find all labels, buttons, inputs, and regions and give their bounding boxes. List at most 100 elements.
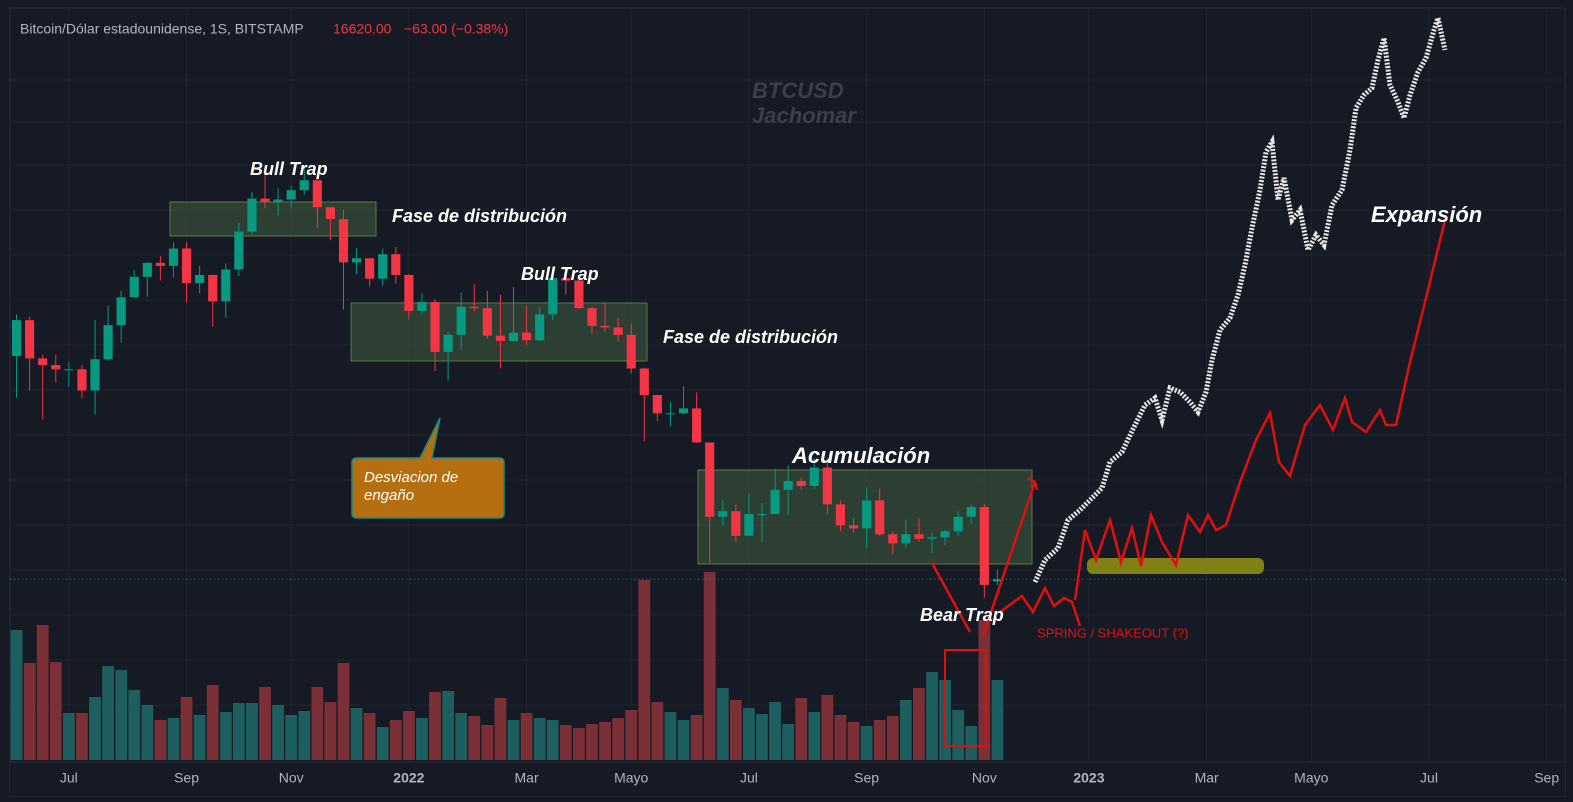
volume-bar — [102, 666, 114, 760]
candle-body — [25, 320, 35, 359]
volume-bar — [442, 691, 455, 760]
candle-body — [129, 276, 139, 298]
watermark: Jachomar — [752, 103, 857, 128]
candle-body — [168, 248, 179, 266]
x-tick-label: Nov — [972, 770, 997, 786]
candle-body — [221, 269, 231, 302]
watermark: BTCUSD — [752, 78, 844, 103]
volume-bar — [795, 698, 808, 760]
volume-bar — [952, 710, 965, 760]
candle-body — [613, 327, 623, 335]
volume-bar — [546, 720, 559, 760]
x-tick-label: Jul — [60, 770, 78, 786]
candle-body — [966, 507, 976, 517]
candle-body — [783, 480, 793, 490]
time-axis — [10, 762, 1565, 796]
volume-bar — [625, 710, 638, 760]
candle-body — [574, 280, 584, 309]
volume-bar — [769, 702, 781, 760]
annotation: Bull Trap — [521, 264, 599, 284]
candle-body — [809, 467, 819, 487]
candle-body — [77, 369, 87, 391]
volume-bar — [350, 708, 363, 760]
candle-body — [338, 219, 349, 263]
candle-body — [665, 413, 676, 415]
volume-highlight — [944, 649, 987, 747]
volume-bar — [363, 713, 376, 760]
volume-bar — [232, 703, 245, 760]
volume-bar — [834, 715, 847, 760]
candle-body — [456, 306, 466, 335]
x-tick-label: Jul — [740, 770, 758, 786]
x-axis: Jul Sep Nov 2022 Mar Mayo Jul Sep Nov 2023 Mar Mayo… — [60, 770, 1559, 786]
volume-bar — [10, 630, 23, 760]
candle-body — [391, 254, 401, 275]
volume-bar — [62, 713, 75, 760]
candle-body — [325, 207, 335, 220]
candle-body — [273, 199, 283, 202]
symbol: Bitcoin/Dólar estadounidense, 1S, BITSTA… — [20, 21, 304, 37]
x-tick-label: Sep — [1534, 770, 1559, 786]
x-tick-label: Jul — [1420, 770, 1438, 786]
volume-bar — [193, 715, 206, 760]
candle-body — [888, 534, 898, 544]
volume-bar — [455, 713, 468, 760]
candle-body — [744, 513, 754, 536]
volume-bar — [821, 695, 834, 760]
candle-body — [234, 231, 244, 270]
volume-bar — [481, 725, 494, 760]
volume-bar — [89, 697, 101, 760]
candle-body — [561, 278, 571, 281]
volume-bar — [573, 728, 585, 760]
candle-body — [38, 358, 48, 366]
candle-body — [522, 332, 532, 341]
candle-body — [992, 579, 1002, 582]
volume-bar — [49, 662, 62, 760]
candle-body — [286, 190, 296, 200]
volume-bar — [403, 711, 415, 760]
volume-bar — [154, 720, 167, 760]
x-tick-label: Sep — [174, 770, 199, 786]
candle-body — [848, 525, 859, 529]
candle-body — [351, 258, 362, 263]
pane — [9, 7, 1566, 797]
x-tick-label: Mar — [1195, 770, 1219, 786]
volume-bar — [559, 725, 572, 760]
annotation: Fase de distribución — [392, 206, 567, 226]
volume-bar — [23, 663, 36, 760]
candle-body — [404, 274, 414, 311]
volume-bar — [965, 726, 978, 760]
candle-body — [155, 262, 165, 266]
volume-bar — [756, 714, 768, 760]
volume-bar — [429, 692, 441, 760]
candle-body — [495, 335, 506, 341]
candle-body — [378, 254, 388, 279]
candle-body — [548, 278, 558, 315]
candle-body — [535, 314, 545, 341]
annotation: Acumulación — [791, 443, 930, 468]
candles — [10, 165, 1565, 598]
candle-body — [208, 274, 218, 302]
candle-body — [875, 500, 885, 535]
volume-bar — [899, 700, 912, 760]
candle-body — [914, 534, 924, 539]
volume-bar — [337, 663, 350, 760]
volume-bar — [716, 688, 729, 760]
x-tick-label: Mayo — [1294, 770, 1328, 786]
volume-bar — [219, 712, 232, 760]
candle-body — [469, 306, 479, 309]
x-tick-label: Nov — [279, 770, 304, 786]
volume-bar — [782, 724, 795, 760]
annotation: Bull Trap — [250, 159, 328, 179]
candle-body — [626, 334, 636, 369]
candle-body — [587, 308, 597, 326]
candle-body — [365, 258, 375, 279]
candle-body — [443, 334, 453, 352]
drawing — [930, 219, 1447, 637]
volume-bar — [978, 620, 991, 760]
volume-bar — [743, 708, 755, 760]
volume-bar — [180, 697, 193, 760]
volume-bar — [599, 722, 611, 760]
candle-body — [90, 359, 100, 391]
